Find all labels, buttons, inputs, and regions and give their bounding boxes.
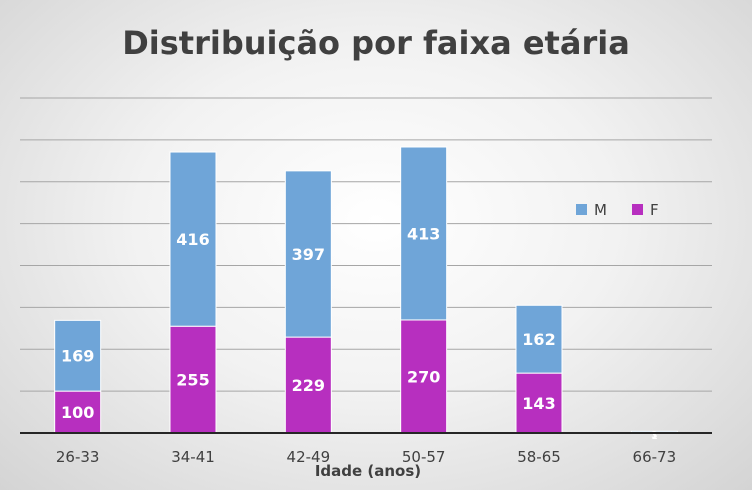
legend-label-m: M bbox=[594, 201, 607, 219]
data-label: 100 bbox=[61, 403, 94, 422]
data-label: 162 bbox=[522, 330, 555, 349]
legend-swatch-m bbox=[576, 204, 587, 215]
x-axis-title: Idade (anos) bbox=[315, 462, 421, 480]
chart-title: Distribuição por faixa etária bbox=[122, 24, 630, 62]
legend-swatch-f bbox=[632, 204, 643, 215]
data-label: 143 bbox=[522, 394, 555, 413]
x-tick-label: 26-33 bbox=[56, 448, 100, 466]
legend-label-f: F bbox=[650, 201, 659, 219]
gridlines bbox=[20, 98, 712, 391]
x-tick-label: 58-65 bbox=[517, 448, 561, 466]
data-label: 255 bbox=[176, 371, 209, 390]
data-label: 169 bbox=[61, 347, 94, 366]
x-tick-label: 66-73 bbox=[633, 448, 677, 466]
x-tick-label: 34-41 bbox=[171, 448, 215, 466]
data-label: 270 bbox=[407, 367, 440, 386]
data-label: 397 bbox=[292, 245, 325, 264]
data-label: 416 bbox=[176, 230, 209, 249]
data-label: 229 bbox=[292, 376, 325, 395]
data-label: 413 bbox=[407, 224, 440, 243]
